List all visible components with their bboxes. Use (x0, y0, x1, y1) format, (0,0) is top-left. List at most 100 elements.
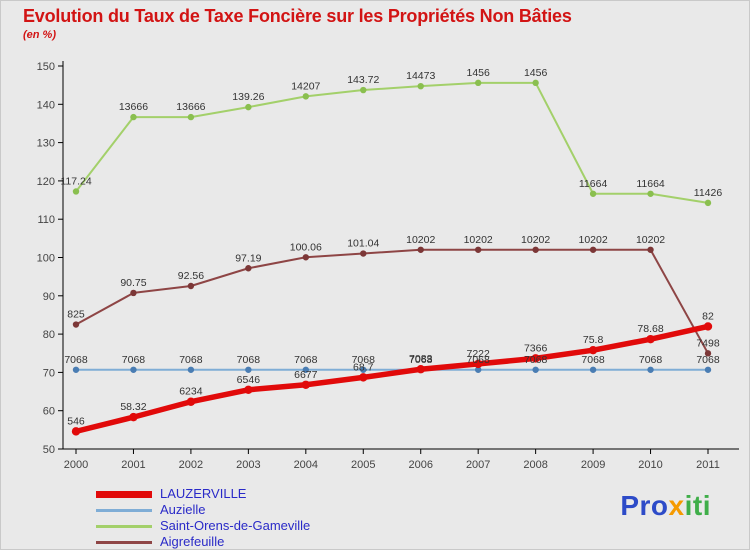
value-label: 6546 (237, 374, 261, 386)
legend-swatch (96, 508, 152, 512)
data-point (245, 366, 252, 373)
value-label: 7068 (294, 354, 318, 366)
data-point (302, 254, 310, 261)
legend-item-Saint-Orens-de-Gameville: Saint-Orens-de-Gameville (96, 519, 310, 533)
data-point (704, 350, 712, 357)
series-line-Saint-Orens-de-Gameville (75, 81, 709, 204)
data-point (417, 246, 424, 253)
value-label: 10202 (636, 234, 665, 246)
proxiti-logo: Proxiti (620, 490, 711, 522)
x-tick-label: 2009 (581, 459, 605, 471)
data-point (71, 427, 81, 436)
x-tick-label: 2007 (466, 459, 490, 471)
data-point (474, 246, 482, 253)
x-tick-label: 2011 (696, 459, 720, 471)
value-label: 14473 (406, 70, 435, 82)
x-tick-label: 2003 (236, 459, 260, 471)
value-label: 13666 (119, 101, 148, 113)
value-label: 7068 (122, 354, 146, 366)
data-point (245, 265, 252, 272)
y-tick-label: 90 (43, 291, 55, 303)
value-label: 7366 (524, 342, 548, 354)
data-point (129, 412, 138, 422)
data-point (186, 397, 196, 406)
value-label: 101.04 (347, 238, 379, 250)
value-label: 10202 (521, 234, 550, 246)
value-label: 68.7 (353, 361, 374, 373)
value-label: 90.75 (120, 277, 146, 289)
legend-label: LAUZERVILLE (160, 486, 247, 501)
value-label: 10202 (406, 234, 435, 246)
data-point (532, 246, 539, 253)
x-tick-label: 2002 (179, 459, 203, 471)
y-tick-label: 70 (43, 367, 55, 379)
data-point (417, 82, 424, 90)
data-point (130, 289, 137, 297)
legend-swatch (96, 490, 152, 498)
value-label: 11664 (636, 178, 665, 190)
value-label: 7068 (581, 354, 605, 366)
data-point (531, 354, 540, 363)
legend-label: Aigrefeuille (160, 534, 225, 549)
value-label: 139.26 (232, 91, 264, 103)
y-tick-label: 140 (37, 99, 55, 111)
value-label: 7068 (696, 354, 720, 366)
y-tick-label: 110 (37, 214, 55, 226)
data-point (647, 190, 654, 197)
logo-letter: iti (684, 490, 711, 521)
data-point (130, 366, 137, 373)
data-point (473, 359, 483, 369)
legend-item-Auzielle: Auzielle (96, 503, 310, 517)
data-point (647, 246, 654, 253)
data-point (532, 366, 539, 373)
value-label: 58.32 (120, 401, 146, 413)
value-label: 143.72 (347, 74, 379, 86)
data-point (72, 321, 80, 328)
x-tick-label: 2008 (523, 459, 547, 471)
data-point (302, 366, 310, 373)
value-label: 14207 (291, 80, 320, 92)
value-label: 97.19 (235, 252, 261, 264)
value-label: 1456 (467, 67, 491, 79)
value-label: 7068 (409, 354, 433, 366)
value-label: 7068 (467, 354, 491, 366)
legend: LAUZERVILLE Auzielle Saint-Orens-de-Gamevi… (96, 487, 310, 549)
y-tick-label: 100 (37, 253, 55, 265)
value-label: 75.8 (583, 334, 604, 346)
x-tick-label: 2010 (638, 459, 662, 471)
value-label: 7068 (639, 354, 663, 366)
value-label: 78.68 (637, 323, 663, 335)
logo-letter: x (668, 490, 685, 521)
data-point (301, 380, 311, 389)
value-label: 7222 (467, 348, 491, 360)
data-point (703, 322, 713, 331)
chart: 50 60 70 80 90 100 110 120 130 140 150 2000 2001 2002… (37, 61, 739, 471)
y-tick-label: 120 (37, 176, 55, 188)
value-label: 7068 (524, 354, 548, 366)
x-tick-label: 2001 (121, 459, 145, 471)
value-label: 825 (67, 309, 85, 321)
legend-swatch (96, 524, 152, 528)
y-tick-label: 80 (43, 329, 55, 341)
data-point (72, 366, 80, 373)
value-label: 7068 (64, 354, 88, 366)
x-tick-label: 2004 (294, 459, 318, 471)
y-tick-label: 150 (37, 61, 55, 73)
data-point (187, 366, 195, 373)
data-point (187, 282, 195, 290)
series-line-Aigrefeuille (75, 248, 709, 355)
page-title: Evolution du Taux de Taxe Foncière sur l… (23, 6, 572, 26)
value-label: 11664 (579, 178, 608, 190)
legend-item-Aigrefeuille: Aigrefeuille (96, 535, 310, 549)
data-point (704, 199, 712, 207)
x-tick-label: 2006 (408, 459, 432, 471)
value-label: 1456 (524, 67, 548, 79)
data-point (589, 366, 597, 373)
y-tick-label: 130 (37, 138, 55, 150)
data-point (588, 345, 598, 355)
legend-label: Auzielle (160, 502, 206, 517)
legend-label: Saint-Orens-de-Gameville (160, 518, 311, 533)
legend-item-LAUZERVILLE: LAUZERVILLE (96, 487, 310, 501)
data-point (589, 190, 597, 197)
data-point (302, 93, 310, 100)
